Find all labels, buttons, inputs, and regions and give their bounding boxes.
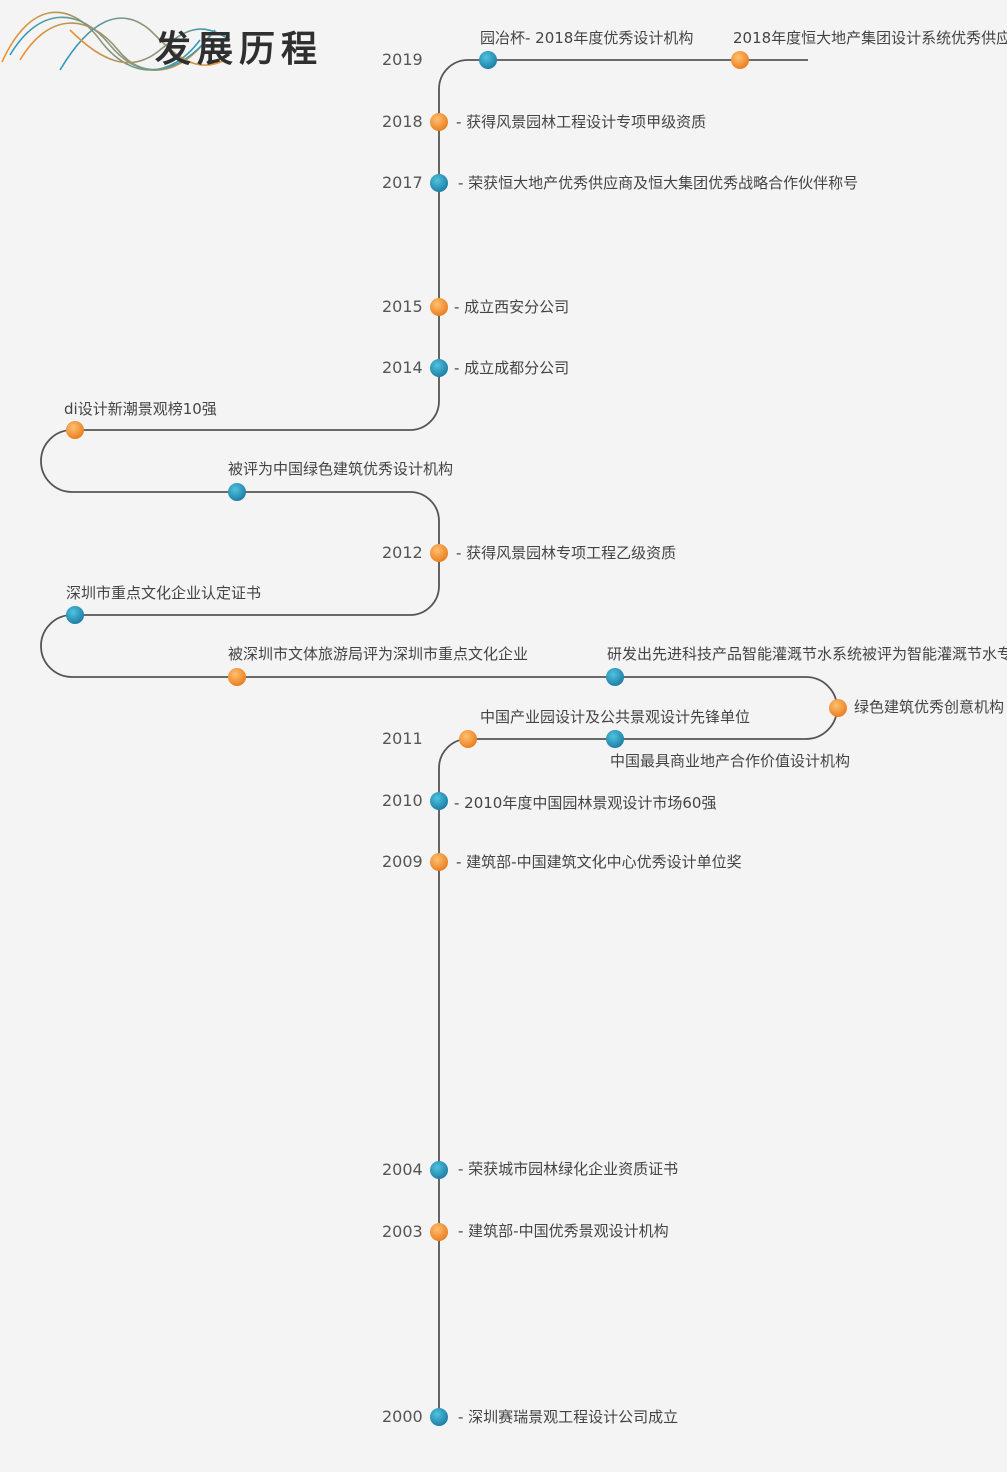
milestone-label: - 建筑部-中国建筑文化中心优秀设计单位奖 — [456, 853, 742, 871]
milestone-label: - 深圳赛瑞景观工程设计公司成立 — [458, 1408, 679, 1426]
milestone-label: 2018年度恒大地产集团设计系统优秀供应商 — [733, 29, 1007, 47]
milestone-year: 2012 — [382, 543, 423, 562]
milestone-year: 2018 — [382, 112, 423, 131]
milestone-dot-orange — [829, 699, 847, 717]
milestone-year: 2000 — [382, 1407, 423, 1426]
milestone-dot-blue — [430, 1161, 448, 1179]
milestone-label: 被深圳市文体旅游局评为深圳市重点文化企业 — [228, 645, 529, 663]
milestone-dot-blue — [479, 51, 497, 69]
milestone-label: 深圳市重点文化企业认定证书 — [66, 584, 262, 602]
milestone-label: - 荣获城市园林绿化企业资质证书 — [458, 1160, 679, 1178]
milestone-year: 2009 — [382, 852, 423, 871]
milestone-dot-orange — [66, 421, 84, 439]
milestone-label: - 获得风景园林专项工程乙级资质 — [456, 544, 677, 562]
page-title: 发展历程 — [155, 29, 324, 70]
milestone-dot-orange — [459, 730, 477, 748]
milestone-year: 2010 — [382, 791, 423, 810]
milestone-label: - 成立西安分公司 — [454, 298, 570, 316]
wave-logo-icon — [1, 11, 231, 71]
milestone-dot-orange — [430, 1223, 448, 1241]
milestone-year: 2015 — [382, 297, 423, 316]
milestone-label: 研发出先进科技产品智能灌溉节水系统被评为智能灌溉节水专家 — [607, 645, 1007, 663]
milestone-label: 被评为中国绿色建筑优秀设计机构 — [228, 460, 454, 478]
milestone-dot-orange — [430, 544, 448, 562]
milestone-dot-orange — [430, 853, 448, 871]
milestone-dot-blue — [228, 483, 246, 501]
milestone-dot-orange — [228, 668, 246, 686]
milestone-year: 2011 — [382, 729, 423, 748]
milestone-year: 2003 — [382, 1222, 423, 1241]
milestone-label: - 成立成都分公司 — [454, 359, 570, 377]
milestone-label: - 2010年度中国园林景观设计市场60强 — [454, 794, 717, 812]
milestone-label: 中国产业园设计及公共景观设计先锋单位 — [480, 708, 751, 726]
milestone-dot-blue — [430, 174, 448, 192]
milestone-dot-blue — [606, 730, 624, 748]
milestone-dot-blue — [606, 668, 624, 686]
milestone-label: 园冶杯- 2018年度优秀设计机构 — [480, 29, 694, 47]
milestone-dots — [66, 51, 847, 1426]
milestone-year: 2019 — [382, 50, 423, 69]
milestone-label: di设计新潮景观榜10强 — [64, 400, 217, 418]
milestone-dot-orange — [430, 298, 448, 316]
timeline-path — [40, 59, 838, 1417]
milestone-year: 2014 — [382, 358, 423, 377]
milestone-year: 2004 — [382, 1160, 423, 1179]
milestone-label: - 建筑部-中国优秀景观设计机构 — [458, 1222, 669, 1240]
milestone-label: 绿色建筑优秀创意机构 — [854, 698, 1005, 716]
milestone-dot-blue — [430, 359, 448, 377]
milestone-label: - 获得风景园林工程设计专项甲级资质 — [456, 113, 707, 131]
milestone-label: 中国最具商业地产合作价值设计机构 — [610, 752, 851, 770]
milestone-year: 2017 — [382, 173, 423, 192]
milestone-dot-orange — [731, 51, 749, 69]
milestone-dot-blue — [66, 606, 84, 624]
milestone-dot-blue — [430, 1408, 448, 1426]
milestone-label: - 荣获恒大地产优秀供应商及恒大集团优秀战略合作伙伴称号 — [458, 174, 859, 192]
milestone-dot-blue — [430, 792, 448, 810]
milestone-dot-orange — [430, 113, 448, 131]
